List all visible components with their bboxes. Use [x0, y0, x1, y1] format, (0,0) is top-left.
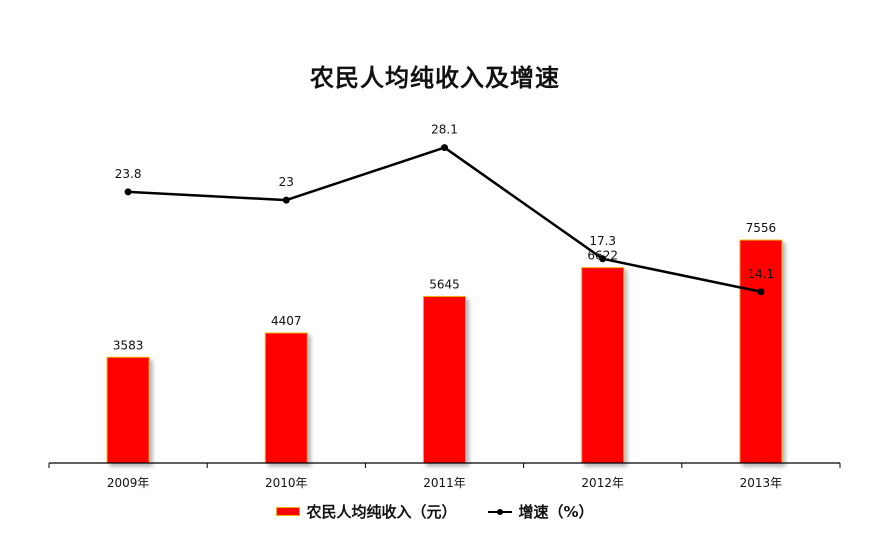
bar-2012年 — [581, 267, 625, 464]
growth-value-label: 28.1 — [431, 123, 458, 137]
bar-2013年 — [739, 239, 783, 464]
bar-value-label: 5645 — [429, 277, 460, 291]
bar-2010年 — [264, 332, 308, 464]
x-tick-label: 2009年 — [107, 476, 150, 490]
bar-value-label: 6622 — [587, 249, 618, 263]
growth-value-label: 17.3 — [589, 234, 616, 248]
growth-point — [282, 196, 290, 204]
x-tick-label: 2011年 — [423, 476, 466, 490]
legend-label-income: 农民人均纯收入（元） — [306, 503, 457, 521]
bar-value-label: 4407 — [271, 314, 302, 328]
x-tick-label: 2012年 — [581, 476, 624, 490]
x-tick-label: 2010年 — [265, 476, 308, 490]
bar-value-label: 7556 — [746, 221, 777, 235]
growth-point — [441, 144, 448, 152]
x-tick-label: 2013年 — [740, 476, 783, 490]
growth-line — [128, 146, 762, 293]
legend-item-income: 农民人均纯收入（元） — [276, 501, 456, 522]
growth-point — [599, 255, 607, 263]
legend: 农民人均纯收入（元） 增速（%） — [0, 501, 870, 522]
growth-point — [757, 288, 765, 296]
legend-bar-swatch — [276, 507, 301, 516]
growth-value-label: 14.1 — [748, 267, 775, 281]
growth-value-label: 23.8 — [115, 167, 142, 181]
bar-2011年 — [423, 295, 466, 464]
legend-item-growth: 增速（%） — [488, 501, 594, 522]
chart-title: 农民人均纯收入及增速 — [310, 63, 560, 92]
legend-label-growth: 增速（%） — [518, 503, 594, 521]
growth-point — [124, 188, 132, 196]
bar-value-label: 3583 — [113, 338, 144, 352]
growth-value-label: 23 — [279, 175, 294, 189]
legend-line-swatch — [488, 507, 513, 517]
bar-2009年 — [106, 356, 150, 464]
